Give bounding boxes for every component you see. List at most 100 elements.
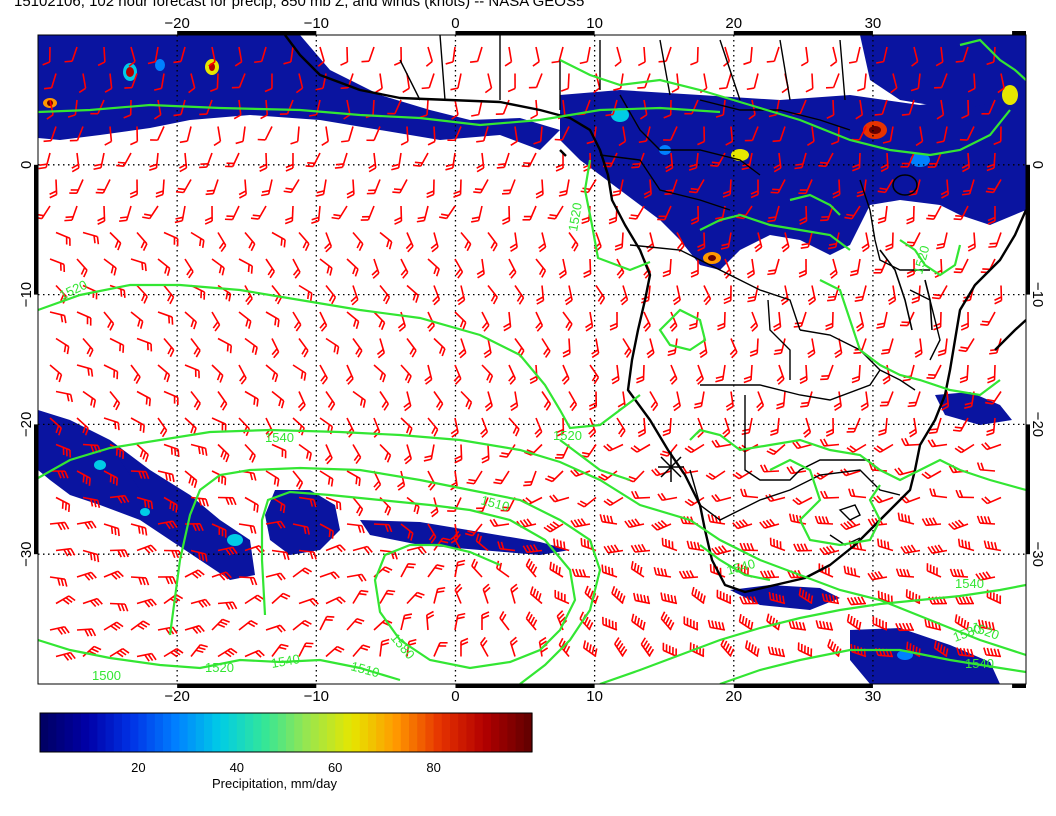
wind-barb bbox=[352, 545, 373, 554]
lat-tick-label-right: −10 bbox=[1029, 282, 1046, 307]
wind-barb bbox=[163, 647, 184, 658]
wind-barb bbox=[508, 417, 520, 437]
wind-barb bbox=[695, 364, 704, 385]
wind-barb bbox=[907, 391, 921, 408]
country-borders bbox=[399, 35, 941, 546]
wind-barb bbox=[295, 73, 304, 94]
wind-barb bbox=[798, 258, 807, 278]
wind-barb bbox=[503, 311, 512, 332]
wind-barb bbox=[103, 311, 115, 331]
wind-barb bbox=[476, 258, 485, 279]
wind-barb bbox=[371, 258, 380, 279]
wind-barb bbox=[55, 337, 70, 355]
wind-barb bbox=[76, 311, 92, 326]
wind-barb bbox=[697, 126, 706, 146]
wind-barb bbox=[985, 179, 1002, 194]
wind-barb bbox=[379, 443, 392, 463]
wind-barb bbox=[190, 643, 208, 657]
wind-barb bbox=[781, 232, 790, 253]
contour-line bbox=[899, 239, 962, 277]
wind-barb bbox=[199, 152, 213, 169]
wind-barb bbox=[535, 179, 544, 199]
wind-barb bbox=[906, 205, 915, 225]
wind-barb bbox=[659, 443, 678, 457]
wind-barb bbox=[213, 126, 222, 147]
wind-barb bbox=[722, 417, 731, 438]
wind-barb bbox=[599, 514, 618, 525]
wind-barb bbox=[260, 99, 269, 120]
wind-barb bbox=[325, 337, 340, 355]
colorbar-cell bbox=[130, 713, 139, 752]
wind-barb bbox=[346, 179, 355, 199]
wind-barb bbox=[109, 390, 121, 411]
wind-barb bbox=[826, 99, 835, 120]
wind-barb bbox=[76, 258, 88, 278]
wind-barb bbox=[900, 437, 921, 447]
wind-barb bbox=[400, 258, 409, 279]
wind-barb bbox=[453, 364, 462, 385]
wind-barb bbox=[967, 232, 976, 252]
wind-barb bbox=[190, 338, 201, 358]
wind-barb bbox=[895, 568, 915, 578]
wind-barb bbox=[292, 567, 313, 578]
wind-barb bbox=[334, 152, 348, 169]
wind-barb bbox=[254, 46, 267, 64]
wind-barb bbox=[393, 46, 403, 66]
wind-barb bbox=[163, 443, 180, 458]
wind-barb bbox=[43, 73, 57, 90]
wind-barb bbox=[82, 443, 102, 453]
wind-barb bbox=[49, 311, 67, 324]
colorbar-cell bbox=[523, 713, 533, 752]
wind-barb bbox=[541, 338, 551, 358]
wind-barb bbox=[955, 596, 975, 605]
wind-barb bbox=[445, 46, 456, 65]
wind-barb bbox=[585, 311, 594, 332]
colorbar-cell bbox=[400, 713, 410, 752]
wind-barb bbox=[630, 443, 651, 453]
precip-core bbox=[731, 149, 749, 161]
wind-barb bbox=[848, 46, 861, 64]
wind-barb bbox=[568, 232, 579, 252]
wind-barb bbox=[352, 644, 371, 658]
lon-tick-label-bottom: 0 bbox=[451, 688, 459, 705]
wind-barb bbox=[716, 589, 732, 605]
wind-barb bbox=[887, 285, 897, 306]
wind-barb bbox=[271, 443, 287, 459]
wind-barb bbox=[97, 205, 106, 225]
wind-barb bbox=[743, 46, 753, 66]
wind-barb bbox=[453, 530, 462, 551]
wind-barb bbox=[319, 470, 334, 487]
wind-barb bbox=[406, 591, 425, 605]
colorbar-cell bbox=[458, 713, 467, 752]
frame-bar-bottom bbox=[733, 684, 873, 688]
wind-barb bbox=[244, 337, 258, 355]
axis-bars bbox=[34, 31, 1030, 688]
wind-barb bbox=[69, 179, 84, 195]
wind-barb bbox=[217, 647, 238, 658]
wind-barb bbox=[825, 73, 840, 89]
frame-bar-top bbox=[177, 31, 317, 35]
wind-barb bbox=[103, 258, 117, 276]
wind-barb bbox=[564, 285, 573, 306]
wind-barb bbox=[190, 549, 208, 562]
wind-barb bbox=[454, 258, 464, 279]
wind-barb bbox=[400, 417, 413, 436]
wind-barb bbox=[630, 490, 651, 499]
wind-barb bbox=[981, 442, 1002, 451]
wind-barb bbox=[772, 126, 786, 143]
wind-barb bbox=[710, 152, 726, 167]
wind-barb bbox=[800, 391, 813, 408]
wind-barb bbox=[507, 73, 516, 93]
wind-barb bbox=[603, 443, 624, 452]
contour-line bbox=[38, 428, 1026, 657]
lat-tick-label-right: −20 bbox=[1029, 412, 1046, 437]
wind-barb bbox=[103, 470, 119, 486]
wind-barb bbox=[376, 338, 386, 359]
wind-barb bbox=[662, 417, 672, 437]
colorbar-cell bbox=[482, 713, 492, 752]
wind-barb bbox=[798, 179, 813, 195]
colorbar-cell bbox=[466, 713, 476, 752]
wind-barb bbox=[352, 496, 364, 517]
lon-tick-label-top: 20 bbox=[725, 15, 742, 32]
wind-barb bbox=[931, 285, 948, 300]
